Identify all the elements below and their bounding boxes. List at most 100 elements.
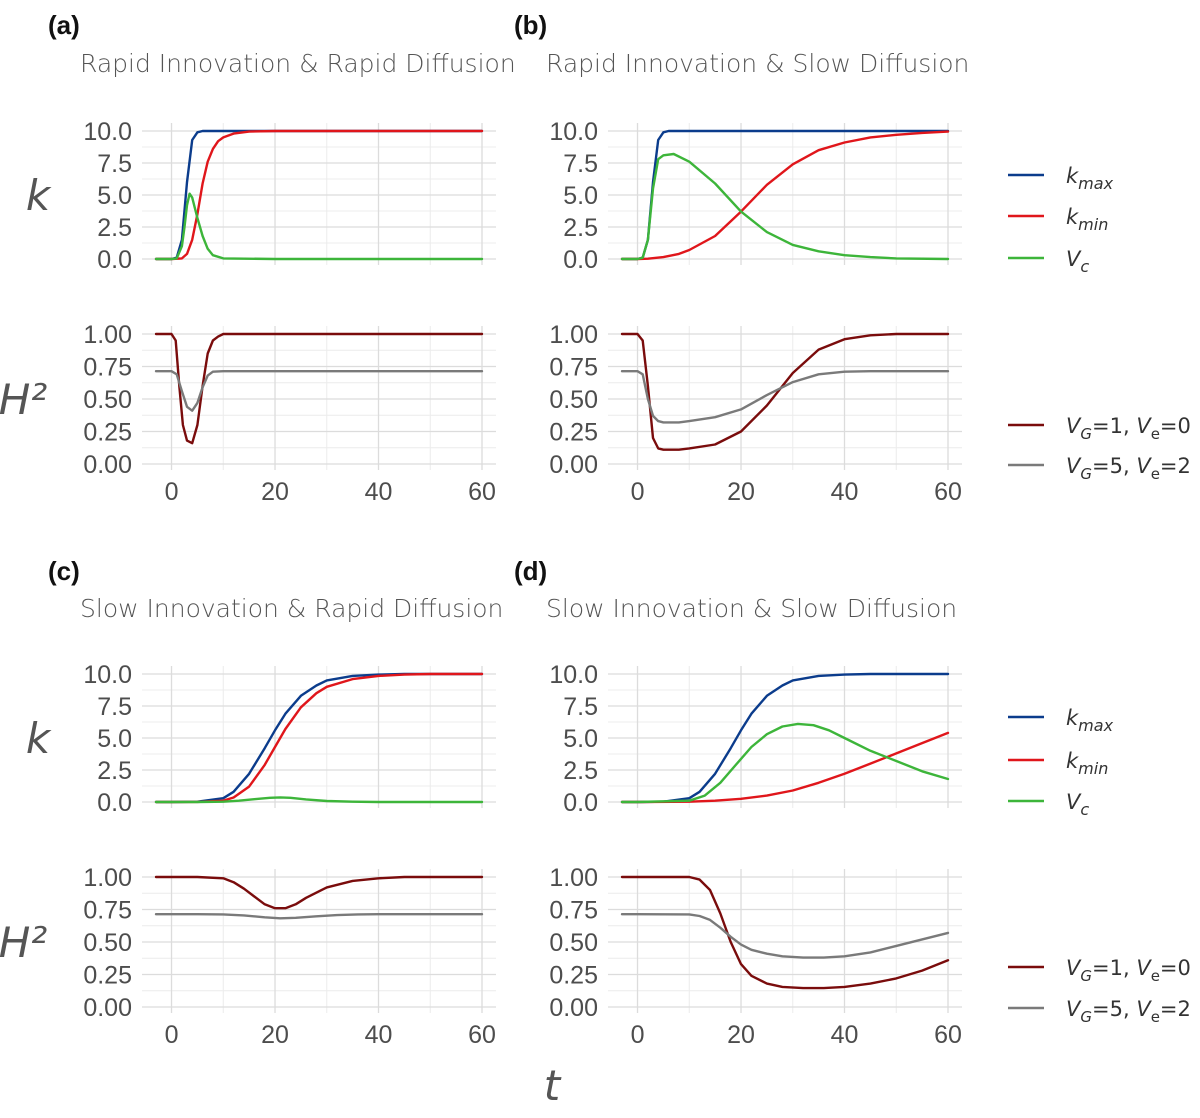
y-tick-label: 10.0 xyxy=(83,118,132,146)
y-tick-label: 0.75 xyxy=(549,897,598,925)
y-tick-label: 5.0 xyxy=(563,725,598,753)
x-tick-label: 60 xyxy=(468,478,496,506)
series-line-v-c xyxy=(154,192,484,261)
k-plot: 0.0 2.5 5.0 7.5 10.0 xyxy=(549,661,962,817)
h2-plot: 0.00 0.25 0.50 0.75 1.00 0 20 40 60 H² xyxy=(0,864,496,1049)
y-tick-label: 1.00 xyxy=(83,321,132,349)
y-tick-label: 2.5 xyxy=(563,214,598,242)
x-tick-label: 40 xyxy=(365,1021,393,1049)
legend-label: kmin xyxy=(1066,205,1108,234)
y-tick-label: 0.25 xyxy=(83,419,132,447)
x-tick-label: 0 xyxy=(165,478,179,506)
x-tick-label: 60 xyxy=(934,478,962,506)
panel-title: Slow Innovation & Rapid Diffusion xyxy=(80,594,503,623)
series-line-v-g-5-v-e-2 xyxy=(620,370,950,424)
x-tick-label: 0 xyxy=(631,1021,645,1049)
y-tick-label: 2.5 xyxy=(97,214,132,242)
series-line-k-min xyxy=(154,129,484,261)
x-tick-label: 60 xyxy=(934,1021,962,1049)
y-tick-label: 0.50 xyxy=(549,929,598,957)
legend-label: kmax xyxy=(1066,164,1114,193)
panel-title: Slow Innovation & Slow Diffusion xyxy=(546,594,957,623)
y-tick-label: 0.50 xyxy=(83,929,132,957)
legend-label: Vc xyxy=(1066,247,1089,276)
panel-b: (b) Rapid Innovation & Slow Diffusion 0.0 2… xyxy=(514,10,969,506)
y-tick-label: 0.75 xyxy=(549,354,598,382)
y-tick-label: 10.0 xyxy=(83,661,132,689)
y-tick-label: 0.50 xyxy=(549,386,598,414)
x-tick-label: 0 xyxy=(165,1021,179,1049)
y-tick-label: 0.00 xyxy=(549,994,598,1022)
series-line-v-g-1-v-e-0 xyxy=(154,875,484,910)
panel-title: Rapid Innovation & Slow Diffusion xyxy=(546,49,969,78)
legend-h2-bottom: VG=1, Ve=0 VG=5, Ve=2 xyxy=(1008,956,1191,1026)
series-line-k-max xyxy=(620,672,950,804)
legend-label: kmax xyxy=(1066,706,1114,735)
y-tick-label: 0.50 xyxy=(83,386,132,414)
y-tick-label: 7.5 xyxy=(563,693,598,721)
h2-plot: 0.00 0.25 0.50 0.75 1.00 0 20 40 60 xyxy=(549,321,962,506)
h2-plot: 0.00 0.25 0.50 0.75 1.00 0 20 40 60 xyxy=(549,864,962,1049)
legends: kmax kmin Vc kmax kmin Vc VG=1, Ve=0 VG=5, Ve=2… xyxy=(1008,164,1191,1026)
x-tick-label: 40 xyxy=(831,1021,859,1049)
y-tick-label: 0.0 xyxy=(97,789,132,817)
y-tick-label: 0.0 xyxy=(563,246,598,274)
series-line-k-min xyxy=(620,130,950,261)
y-axis-title-h2: H² xyxy=(0,918,47,967)
y-tick-label: 0.0 xyxy=(563,789,598,817)
legend-label: VG=1, Ve=0 xyxy=(1066,956,1191,985)
y-tick-label: 0.25 xyxy=(549,962,598,990)
series-line-v-c xyxy=(620,722,950,804)
y-tick-label: 2.5 xyxy=(97,757,132,785)
legend-k-top: kmax kmin Vc xyxy=(1008,164,1114,276)
y-axis-title-k: k xyxy=(26,714,52,763)
x-tick-label: 60 xyxy=(468,1021,496,1049)
y-tick-label: 7.5 xyxy=(97,150,132,178)
legend-label: VG=1, Ve=0 xyxy=(1066,414,1191,443)
x-tick-label: 20 xyxy=(727,478,755,506)
y-tick-label: 1.00 xyxy=(549,321,598,349)
y-axis-title-h2: H² xyxy=(0,375,47,424)
series-line-v-g-5-v-e-2 xyxy=(620,913,950,959)
y-tick-label: 10.0 xyxy=(549,661,598,689)
y-tick-label: 0.75 xyxy=(83,897,132,925)
y-tick-label: 5.0 xyxy=(97,182,132,210)
y-tick-label: 0.25 xyxy=(549,419,598,447)
y-tick-label: 0.75 xyxy=(83,354,132,382)
panel-a: (a)Rapid Innovation & Rapid Diffusion 0.0… xyxy=(0,10,516,506)
y-tick-label: 1.00 xyxy=(549,864,598,892)
h2-plot: 0.00 0.25 0.50 0.75 1.00 0 20 40 60 H² xyxy=(0,321,496,506)
y-tick-label: 0.00 xyxy=(549,451,598,479)
legend-label: VG=5, Ve=2 xyxy=(1066,997,1191,1026)
x-tick-label: 40 xyxy=(365,478,393,506)
series-line-v-g-1-v-e-0 xyxy=(620,332,950,451)
panel-letter: (a) xyxy=(48,10,80,40)
panel-letter: (c) xyxy=(48,556,80,586)
y-tick-label: 5.0 xyxy=(97,725,132,753)
panel-letter: (d) xyxy=(514,556,547,586)
y-tick-label: 10.0 xyxy=(549,118,598,146)
x-tick-label: 20 xyxy=(261,1021,289,1049)
series-line-k-min xyxy=(620,731,950,804)
x-tick-label: 20 xyxy=(727,1021,755,1049)
y-tick-label: 7.5 xyxy=(563,150,598,178)
x-tick-label: 40 xyxy=(831,478,859,506)
y-tick-label: 2.5 xyxy=(563,757,598,785)
legend-k-bottom: kmax kmin Vc xyxy=(1008,706,1114,819)
y-tick-label: 0.0 xyxy=(97,246,132,274)
panels: (a)Rapid Innovation & Rapid Diffusion 0.0… xyxy=(0,10,969,1049)
y-tick-label: 7.5 xyxy=(97,693,132,721)
y-tick-label: 0.25 xyxy=(83,962,132,990)
panel-letter: (b) xyxy=(514,10,547,40)
series-line-v-g-5-v-e-2 xyxy=(154,913,484,920)
k-plot: 0.0 2.5 5.0 7.5 10.0 k xyxy=(26,661,496,817)
series-line-v-c xyxy=(620,152,950,261)
legend-label: VG=5, Ve=2 xyxy=(1066,454,1191,483)
x-tick-label: 0 xyxy=(631,478,645,506)
k-plot: 0.0 2.5 5.0 7.5 10.0 xyxy=(549,118,962,274)
legend-label: kmin xyxy=(1066,749,1108,778)
y-axis-title-k: k xyxy=(26,171,52,220)
panel-d: (d) Slow Innovation & Slow Diffusion 0.0 2.… xyxy=(514,556,962,1049)
x-axis-title: t xyxy=(544,1061,562,1110)
